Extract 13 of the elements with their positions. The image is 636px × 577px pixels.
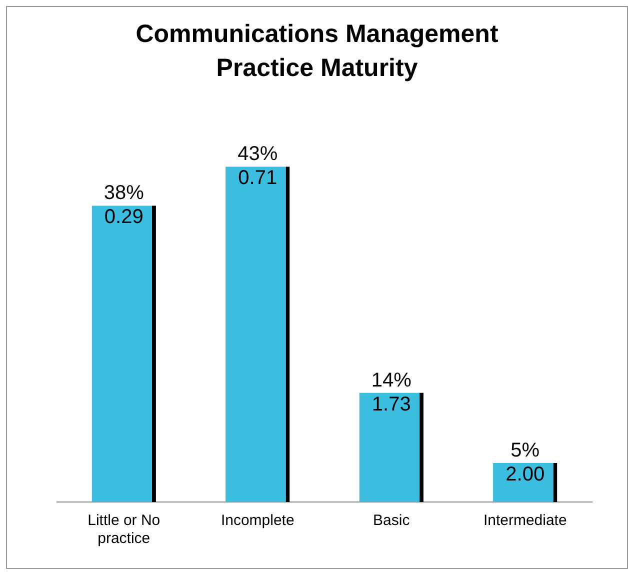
annotation: 0.29 xyxy=(104,206,144,228)
x-tick-label: Incomplete xyxy=(220,512,294,530)
x-tick-label: Little or No practice xyxy=(88,512,160,548)
annotation: 1.73 xyxy=(372,393,411,416)
chart-title: Communications Management Practice Maturity xyxy=(134,19,500,84)
annotation: 2.00 xyxy=(506,464,545,486)
x-tick-label: Basic xyxy=(373,512,410,530)
data-label: 5% xyxy=(510,440,540,462)
data-label: 43% xyxy=(238,143,278,166)
x-tick-label: Intermediate xyxy=(483,512,567,530)
data-label: 14% xyxy=(371,369,412,392)
data-label: 38% xyxy=(104,182,144,204)
annotation: 0.71 xyxy=(238,167,278,190)
